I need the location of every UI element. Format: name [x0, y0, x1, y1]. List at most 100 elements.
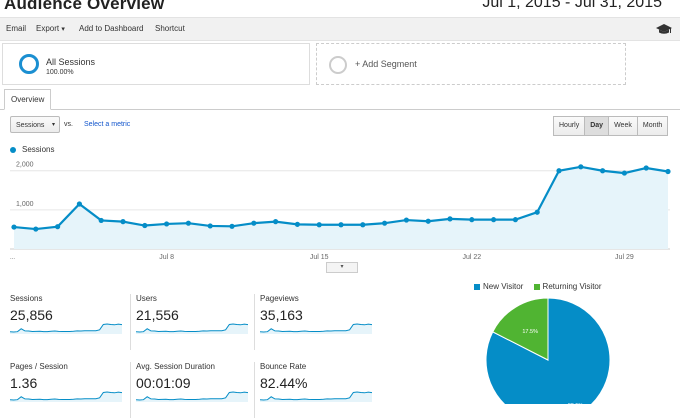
segment-circle-icon [19, 54, 39, 74]
add-segment-button[interactable]: + Add Segment [316, 43, 626, 85]
segment-bar: All Sessions 100.00% + Add Segment [0, 40, 680, 88]
shortcut-button[interactable]: Shortcut [155, 24, 185, 33]
x-start-label: ... [10, 255, 15, 261]
sparkline [136, 391, 248, 402]
data-point[interactable] [338, 222, 344, 228]
email-button[interactable]: Email [6, 24, 27, 33]
data-point[interactable] [251, 220, 257, 226]
granularity-hourly[interactable]: Hourly [553, 116, 586, 136]
data-point[interactable] [643, 165, 649, 171]
data-point[interactable] [142, 222, 148, 229]
data-point[interactable] [578, 164, 584, 170]
data-point[interactable] [491, 217, 497, 223]
sparkline-area [136, 324, 248, 334]
data-point[interactable] [469, 217, 475, 223]
sparkline-line [10, 323, 122, 333]
metric-card-pageviews[interactable]: Pageviews 35,163 [254, 294, 373, 350]
data-point[interactable] [55, 224, 61, 230]
date-range-picker[interactable]: Jul 1, 2015 - Jul 31, 2015 [482, 0, 662, 11]
granularity-month[interactable]: Month [636, 116, 669, 136]
pie-slice-returning-visitor[interactable] [492, 297, 549, 361]
sparkline-line [136, 323, 248, 333]
legend-returning-visitor: Returning Visitor [542, 282, 602, 291]
pie-slice-label: 82.5% [568, 403, 584, 404]
sparkline [260, 391, 372, 402]
data-point[interactable] [98, 217, 104, 224]
metric-value: 21,556 [136, 307, 179, 323]
data-point[interactable] [425, 218, 431, 224]
page-title: Audience Overview [4, 0, 165, 13]
data-point[interactable] [11, 224, 17, 230]
data-point[interactable] [534, 209, 540, 215]
metric-card-pages-per-session[interactable]: Pages / Session 1.36 [10, 362, 128, 418]
select-metric-link[interactable]: Select a metric [84, 121, 131, 128]
chart-legend: Sessions [10, 145, 54, 154]
segment-all-sessions[interactable]: All Sessions 100.00% [2, 43, 310, 85]
sparkline-area [136, 392, 248, 402]
metric-card-users[interactable]: Users 21,556 [130, 294, 249, 350]
y-tick-label: 1,000 [16, 201, 34, 208]
sparkline [260, 323, 372, 334]
tab-bar: Overview [0, 89, 680, 110]
vs-label: vs. [64, 121, 73, 128]
data-point[interactable] [316, 222, 322, 228]
metric-card-sessions[interactable]: Sessions 25,856 [10, 294, 128, 350]
metric-card-avg-session-duration[interactable]: Avg. Session Duration 00:01:09 [130, 362, 249, 418]
metric-value: 1.36 [10, 375, 38, 391]
sparkline-area [10, 324, 122, 334]
data-point[interactable] [207, 223, 213, 229]
sparkline [10, 323, 122, 334]
sparkline-line [260, 323, 372, 333]
pie-legend: New Visitor Returning Visitor [474, 282, 602, 291]
data-point[interactable] [665, 168, 671, 175]
legend-dot-icon [10, 146, 16, 153]
export-button[interactable]: Export ▾ [36, 24, 65, 33]
data-point[interactable] [120, 219, 126, 225]
x-tick-label: Jul 22 [462, 254, 481, 261]
data-point[interactable] [360, 222, 366, 228]
data-point[interactable] [600, 168, 606, 174]
sparkline [136, 323, 248, 334]
metric-value: 35,163 [260, 307, 303, 323]
sessions-area [14, 166, 668, 249]
pie-slice-label: 17.5% [522, 329, 538, 335]
data-point[interactable] [185, 220, 191, 226]
metric-value: 82.44% [260, 375, 308, 391]
granularity-day[interactable]: Day [584, 116, 610, 136]
metric-card-bounce-rate[interactable]: Bounce Rate 82.44% [254, 362, 373, 418]
data-point[interactable] [33, 226, 39, 232]
data-point[interactable] [294, 221, 300, 227]
data-point[interactable] [447, 216, 453, 222]
sparkline-area [260, 392, 372, 402]
data-point[interactable] [382, 220, 388, 226]
legend-swatch-icon [533, 283, 540, 290]
visitor-pie-chart: 82.5% 17.5% [485, 297, 611, 404]
data-point[interactable] [76, 201, 82, 207]
granularity-week[interactable]: Week [608, 116, 638, 136]
add-to-dashboard-button[interactable]: Add to Dashboard [79, 24, 144, 33]
data-point[interactable] [512, 217, 519, 223]
data-point[interactable] [273, 219, 279, 225]
legend-sessions: Sessions [22, 145, 55, 154]
sparkline-line [10, 391, 122, 401]
data-point[interactable] [229, 223, 235, 229]
sparkline-area [10, 392, 122, 402]
data-point[interactable] [556, 168, 562, 174]
data-point[interactable] [621, 170, 628, 176]
sparkline-area [260, 324, 372, 334]
legend-swatch-icon [474, 283, 480, 290]
segment-percent: 100.00% [46, 69, 74, 76]
data-point[interactable] [164, 221, 170, 227]
y-tick-label: 2,000 [16, 162, 34, 169]
data-point[interactable] [403, 217, 409, 223]
caret-down-icon: ▾ [51, 122, 55, 128]
graduation-cap-icon[interactable] [656, 23, 672, 35]
metric-value: 00:01:09 [136, 375, 191, 391]
metric-name: Pages / Session [10, 362, 68, 371]
expand-chart-button[interactable]: ▾ [326, 262, 358, 273]
tab-overview[interactable]: Overview [4, 89, 52, 110]
metric-selector[interactable]: Sessions ▾ [10, 116, 60, 133]
export-label: Export [36, 24, 60, 33]
segment-label: All Sessions [46, 57, 96, 67]
sparkline-line [136, 391, 248, 401]
